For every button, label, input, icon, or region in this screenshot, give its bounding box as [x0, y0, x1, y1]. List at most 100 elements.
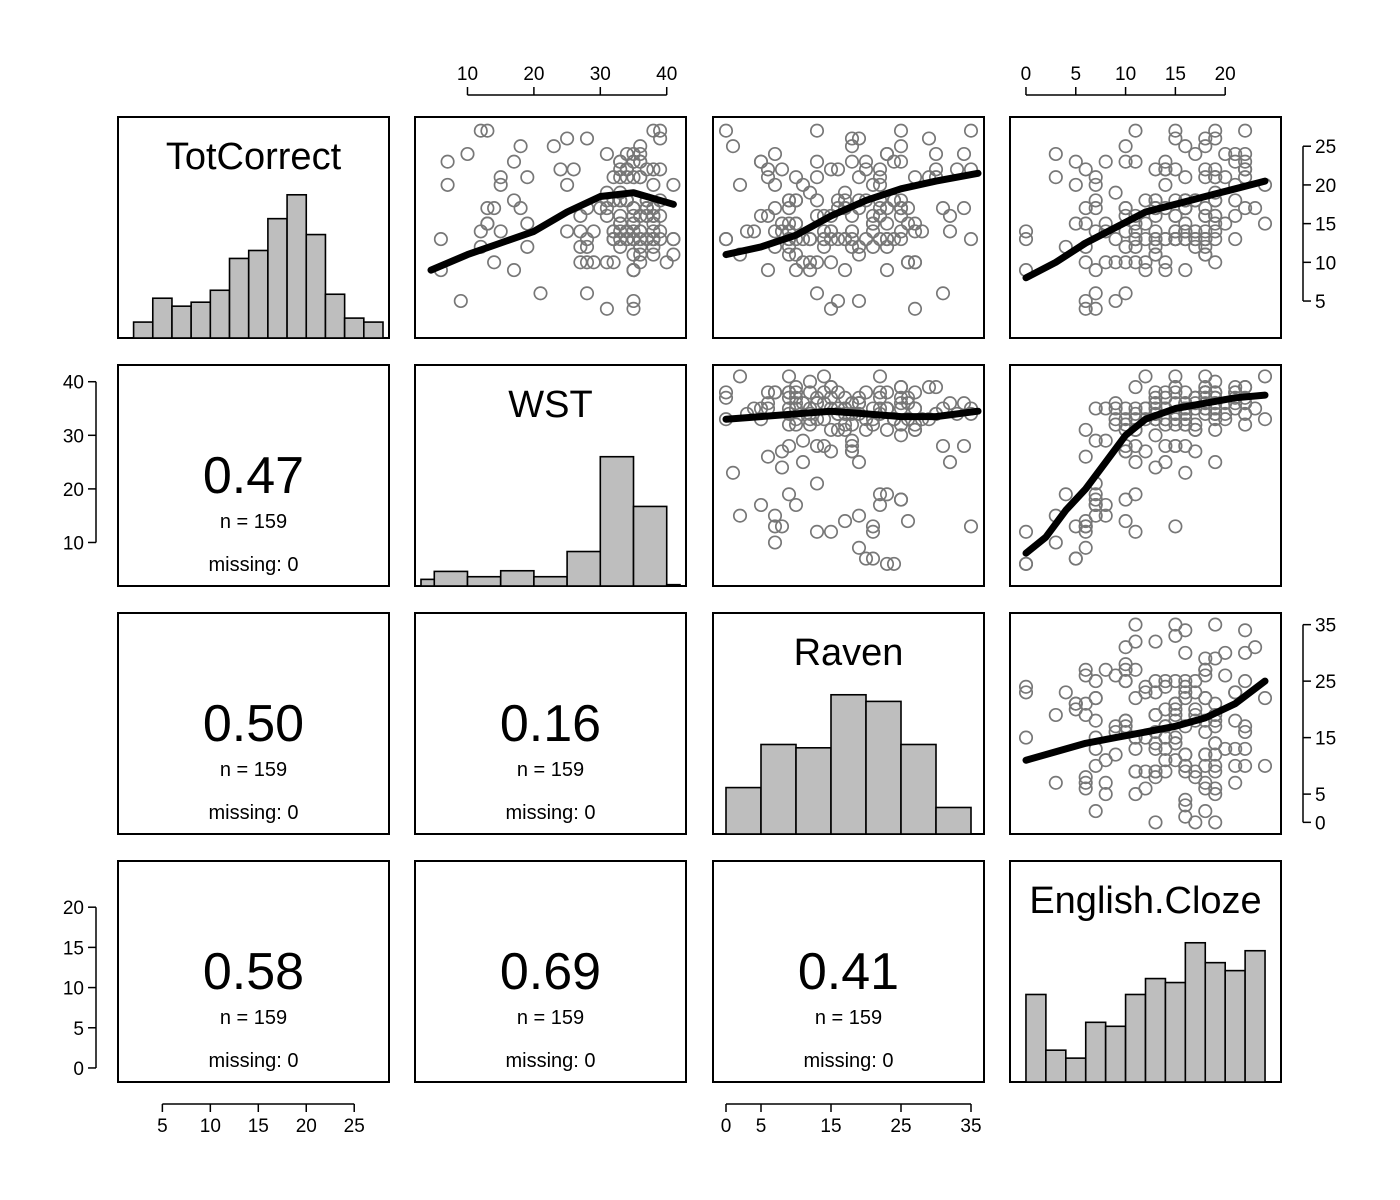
- scatter-point: [626, 301, 641, 316]
- scatter-point: [1208, 208, 1223, 223]
- scatter-point: [956, 146, 972, 162]
- scatter-point: [1178, 224, 1193, 239]
- scatter-point: [1088, 497, 1103, 513]
- scatter-point: [1158, 177, 1173, 192]
- scatter-point: [1168, 208, 1183, 223]
- scatter-point: [1238, 162, 1253, 177]
- scatter-point: [1208, 455, 1223, 470]
- scatter-point: [606, 224, 621, 239]
- scatter-point: [788, 497, 804, 513]
- scatter-point: [718, 385, 734, 400]
- scatter-point: [513, 139, 528, 154]
- scatter-point: [753, 208, 769, 223]
- scatter-point: [858, 162, 874, 177]
- scatter-point: [1018, 679, 1034, 694]
- scatter-point: [1148, 224, 1163, 239]
- scatter-point: [732, 369, 748, 384]
- scatter-point: [1108, 747, 1123, 762]
- scatter-point: [900, 396, 916, 411]
- scatter-point: [893, 123, 909, 138]
- scatter-point: [1018, 730, 1034, 745]
- scatter-point: [809, 193, 825, 208]
- scatter-point: [865, 239, 881, 254]
- scatter-point: [1068, 519, 1083, 534]
- hist-bar-WST-0: [420, 578, 436, 587]
- scatter-point: [1228, 758, 1243, 773]
- hist-bar-WST-3: [499, 569, 535, 587]
- scatter-point: [844, 239, 860, 254]
- scatter-point: [1128, 239, 1143, 254]
- x-tick-label-WST: 20: [523, 64, 544, 85]
- scatter-point: [788, 216, 804, 231]
- scatter-point: [1068, 551, 1083, 566]
- scatter-point: [872, 232, 888, 247]
- scatter-point: [844, 139, 860, 154]
- scatter-point: [1148, 247, 1163, 262]
- hist-bar-English.Cloze-9: [1204, 961, 1226, 1083]
- scatter-point: [956, 201, 972, 216]
- scatter-point: [886, 154, 902, 169]
- scatter-point: [1208, 787, 1223, 802]
- sample-size-label: n = 159: [517, 759, 584, 781]
- scatter-point: [599, 301, 614, 316]
- scatter-point: [1198, 668, 1213, 683]
- scatter-point: [619, 224, 634, 239]
- x-tick-label-English.Cloze: 5: [1070, 64, 1081, 85]
- scatter-point: [1257, 216, 1273, 231]
- scatter-point: [1228, 208, 1243, 223]
- scatter-point: [872, 385, 888, 400]
- scatter-point: [1178, 170, 1193, 185]
- x-tick-label-Raven: 5: [756, 1116, 767, 1137]
- scatter-point: [1238, 724, 1253, 740]
- scatter-point: [1148, 232, 1163, 247]
- scatter-point: [1228, 380, 1243, 395]
- scatter-point: [1228, 775, 1243, 790]
- scatter-point: [1048, 170, 1063, 185]
- scatter-point: [809, 255, 825, 270]
- hist-bar-Raven-6: [935, 806, 972, 835]
- scatter-point: [844, 438, 860, 454]
- scatter-point: [480, 201, 495, 216]
- scatter-point: [900, 216, 916, 231]
- scatter-point: [802, 255, 818, 270]
- scatter-point: [1188, 444, 1203, 459]
- scatter-point: [1018, 524, 1034, 539]
- scatter-point: [1228, 232, 1243, 247]
- scatter-point: [1168, 736, 1183, 751]
- scatter-point: [893, 208, 909, 223]
- scatter-point: [816, 232, 832, 247]
- smoother-line-TotCorrect-WST: [427, 189, 677, 274]
- scatter-point: [626, 293, 641, 309]
- scatter-point: [613, 208, 628, 223]
- scatter-point: [606, 170, 621, 185]
- scatter-point: [1138, 369, 1153, 384]
- x-tick-label-TotCorrect: 10: [200, 1116, 221, 1137]
- scatter-point: [823, 524, 839, 539]
- x-tick-label-TotCorrect: 20: [296, 1116, 317, 1137]
- scatter-point: [646, 177, 661, 192]
- scatter-point: [1118, 444, 1133, 459]
- scatter-point: [893, 396, 909, 411]
- x-tick-label-Raven: 15: [820, 1116, 841, 1137]
- scatter-point: [914, 224, 930, 239]
- scatter-point: [1098, 775, 1113, 790]
- scatter-point: [879, 239, 895, 254]
- scatter-point: [1178, 417, 1193, 432]
- panel-frame-TotCorrect-Raven: [712, 116, 985, 339]
- scatter-point: [767, 519, 783, 534]
- sample-size-label: n = 159: [517, 1007, 584, 1029]
- scatter-point: [1128, 617, 1143, 632]
- scatter-point: [480, 123, 495, 138]
- scatter-point: [653, 123, 668, 138]
- scatter-point: [586, 224, 601, 239]
- scatter-point: [520, 239, 535, 254]
- scatter-point: [865, 551, 881, 566]
- scatter-point: [753, 497, 769, 513]
- scatter-point: [1208, 232, 1223, 247]
- scatter-point: [1058, 487, 1073, 502]
- scatter-point: [921, 380, 937, 395]
- scatter-point: [487, 201, 502, 216]
- scatter-point: [809, 476, 825, 491]
- scatter-point: [788, 417, 804, 432]
- scatter-point: [1048, 535, 1063, 550]
